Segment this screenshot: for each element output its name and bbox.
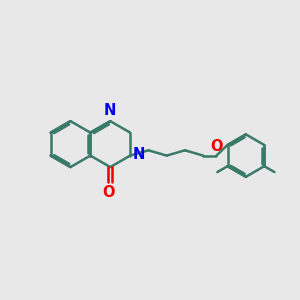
Text: O: O xyxy=(210,139,223,154)
Text: N: N xyxy=(133,147,145,162)
Text: N: N xyxy=(104,103,116,118)
Text: O: O xyxy=(103,185,115,200)
